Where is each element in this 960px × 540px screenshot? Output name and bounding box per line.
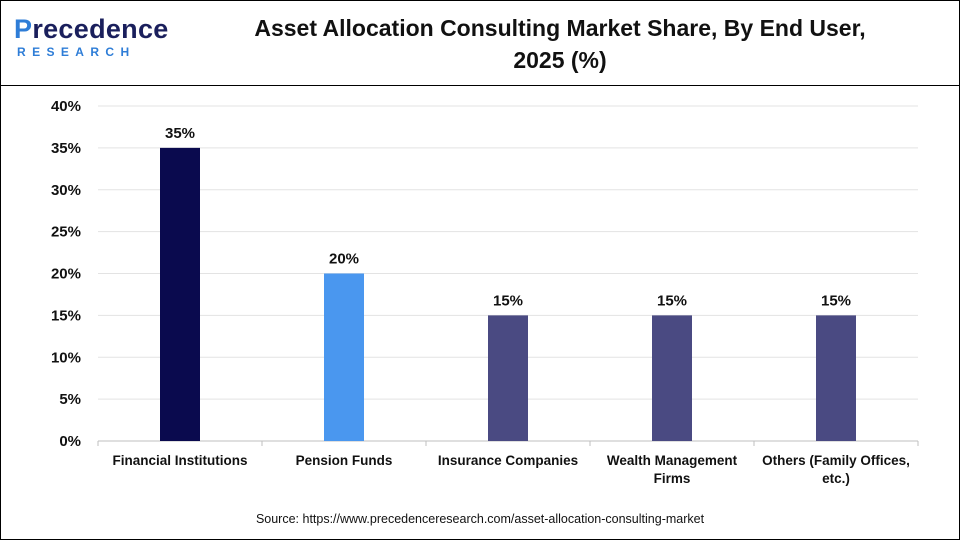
x-tick-label: Wealth Management	[607, 453, 738, 468]
brand-name-rest: recedence	[32, 14, 169, 44]
x-tick-label: Insurance Companies	[438, 453, 578, 468]
brand-subtitle: RESEARCH	[17, 45, 136, 59]
data-label: 15%	[657, 292, 687, 309]
y-tick-label: 15%	[51, 307, 81, 324]
x-tick-label: Firms	[654, 471, 691, 486]
y-tick-label: 10%	[51, 349, 81, 366]
brand-logo: Precedence RESEARCH	[14, 14, 168, 64]
bar	[160, 147, 200, 441]
y-tick-label: 25%	[51, 224, 81, 241]
chart-title-line-1: Asset Allocation Consulting Market Share…	[254, 15, 866, 41]
y-tick-label: 20%	[51, 266, 81, 283]
data-label: 15%	[821, 292, 851, 309]
brand-name: Precedence	[14, 14, 169, 44]
bar-chart: 0% 5% 10% 15% 20% 25% 30% 35% 40% 35% Financial In…	[51, 98, 919, 486]
y-tick-label: 30%	[51, 182, 81, 199]
header: Precedence RESEARCH Asset Allocation Con…	[0, 0, 960, 86]
chart-title-line-2: 2025 (%)	[513, 47, 607, 73]
y-tick-label: 35%	[51, 140, 81, 157]
x-tick-label: Financial Institutions	[112, 453, 247, 468]
y-tick-label: 0%	[59, 433, 81, 450]
brand-name-initial: P	[14, 14, 33, 44]
chart-title: Asset Allocation Consulting Market Share…	[190, 12, 930, 76]
x-tick-label: etc.)	[822, 471, 850, 486]
bar	[816, 315, 856, 441]
x-tick-label: Others (Family Offices,	[762, 453, 910, 468]
bar	[488, 315, 528, 441]
y-tick-label: 40%	[51, 98, 81, 115]
data-label: 20%	[329, 251, 359, 268]
source-note: Source: https://www.precedenceresearch.c…	[255, 512, 705, 526]
data-label: 35%	[165, 125, 195, 142]
y-tick-label: 5%	[59, 391, 81, 408]
x-tick-label: Pension Funds	[296, 453, 393, 468]
bar	[324, 273, 364, 441]
bar	[652, 315, 692, 441]
data-label: 15%	[493, 292, 523, 309]
